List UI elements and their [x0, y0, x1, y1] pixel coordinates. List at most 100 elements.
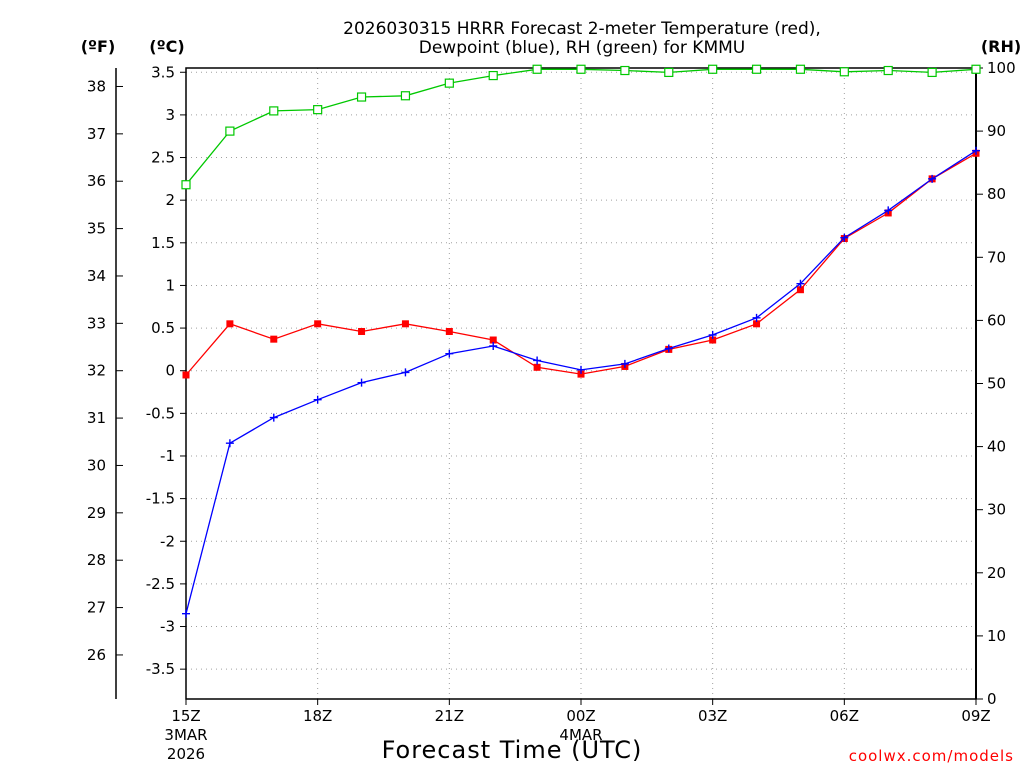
time-tick-label: 21Z [435, 707, 464, 725]
time-tick-label: 09Z [961, 707, 990, 725]
dewpoint-marker [577, 365, 585, 374]
dewpoint-marker [664, 344, 673, 353]
fahrenheit-tick-label: 27 [87, 599, 106, 617]
celsius-tick-label: 1 [165, 276, 175, 294]
rh-marker [532, 64, 542, 74]
temperature-marker [709, 336, 717, 344]
year-label: 2026 [167, 745, 205, 763]
dewpoint-marker [972, 146, 980, 155]
time-tick-label: 03Z [698, 707, 727, 725]
rh-marker [883, 65, 893, 76]
dewpoint-marker [357, 378, 366, 387]
fahrenheit-tick-label: 26 [87, 646, 106, 664]
rh-marker [576, 64, 586, 74]
celsius-axis-label: (ºC) [149, 37, 184, 56]
dewpoint-marker [620, 359, 629, 368]
fahrenheit-tick-label: 32 [87, 362, 106, 380]
temperature-line [185, 152, 977, 376]
date-label: 3MAR [164, 726, 207, 744]
fahrenheit-tick-label: 37 [87, 125, 106, 143]
dewpoint-line [185, 150, 977, 614]
rh-tick-label: 50 [987, 375, 1006, 393]
fahrenheit-tick-label: 38 [87, 77, 106, 95]
fahrenheit-tick-label: 29 [87, 504, 106, 522]
date-label: 4MAR [559, 726, 602, 744]
celsius-tick-label: 3.5 [151, 63, 175, 81]
site-credit: coolwx.com/models [849, 747, 1014, 765]
dewpoint-marker [708, 330, 717, 339]
series [181, 64, 981, 618]
rh-marker [751, 64, 762, 74]
rh-tick-label: 60 [987, 311, 1006, 329]
time-tick-label: 18Z [303, 707, 332, 725]
temperature-marker [270, 335, 278, 343]
fahrenheit-axis: 26 27 28 29 30 31 32 33 34 35 36 37 38 [87, 77, 123, 664]
celsius-axis: -3.5 -3 -2.5 -2 -1.5 -1 -0.5 0 0.5 1 1.5 2 2.5 3 3.5 [146, 63, 186, 678]
dewpoint-marker [489, 341, 498, 350]
dewpoint-marker [313, 395, 322, 404]
temperature-marker [533, 363, 541, 371]
dewpoint-marker [796, 279, 805, 288]
rh-tick-label: 100 [987, 59, 1016, 77]
rh-marker [795, 64, 806, 74]
rh-marker [620, 65, 630, 76]
rh-tick-label: 70 [987, 248, 1006, 266]
rh-marker [444, 78, 454, 88]
celsius-tick-label: 2.5 [151, 149, 175, 167]
rh-marker [313, 105, 323, 115]
rh-marker [400, 91, 411, 101]
time-tick-label: 15Z [171, 707, 200, 725]
rh-axis: 0 10 20 30 40 50 60 70 80 90 100 [976, 59, 1016, 708]
fahrenheit-tick-label: 31 [87, 409, 106, 427]
celsius-tick-label: 1.5 [151, 234, 175, 252]
rh-marker [225, 126, 235, 136]
rh-marker [839, 67, 849, 77]
rh-marker [488, 70, 498, 81]
fahrenheit-axis-label: (ºF) [81, 37, 116, 56]
celsius-tick-label: -2.5 [146, 575, 175, 593]
dewpoint-marker [182, 609, 190, 618]
celsius-tick-label: 2 [165, 191, 175, 209]
rh-line [185, 68, 977, 186]
rh-axis-label: (RH) [981, 37, 1021, 56]
fahrenheit-tick-label: 34 [87, 267, 106, 285]
rh-marker [269, 106, 279, 116]
rh-marker [708, 64, 718, 74]
celsius-tick-label: -3.5 [146, 660, 175, 678]
dewpoint-marker [225, 439, 234, 448]
dewpoint-marker [884, 206, 893, 215]
fahrenheit-tick-label: 36 [87, 172, 106, 190]
temperature-marker [358, 327, 366, 335]
fahrenheit-tick-label: 28 [87, 551, 106, 569]
rh-tick-label: 10 [987, 627, 1006, 645]
dewpoint-marker [840, 233, 849, 242]
time-tick-label: 06Z [830, 707, 859, 725]
dewpoint-marker [401, 368, 410, 377]
temperature-marker [401, 320, 409, 328]
celsius-tick-label: 3 [165, 106, 175, 124]
rh-tick-label: 20 [987, 564, 1006, 582]
fahrenheit-tick-label: 35 [87, 220, 106, 238]
rh-marker [356, 92, 367, 102]
temperature-marker [445, 327, 453, 335]
celsius-tick-label: -0.5 [146, 404, 175, 422]
rh-tick-label: 30 [987, 501, 1006, 519]
dewpoint-marker [752, 313, 761, 322]
rh-tick-label: 90 [987, 122, 1006, 140]
celsius-tick-label: -3 [160, 618, 175, 636]
time-tick-label: 00Z [566, 707, 595, 725]
celsius-tick-label: -1 [160, 447, 175, 465]
fahrenheit-tick-label: 33 [87, 314, 106, 332]
rh-marker [971, 64, 981, 74]
rh-marker [181, 180, 191, 190]
fahrenheit-tick-label: 30 [87, 456, 106, 474]
dewpoint-marker [928, 174, 937, 183]
rh-marker [664, 67, 674, 78]
dewpoint-marker [445, 349, 454, 358]
temperature-marker [753, 320, 761, 328]
rh-tick-label: 40 [987, 438, 1006, 456]
celsius-tick-label: -1.5 [146, 490, 175, 508]
rh-tick-label: 0 [987, 690, 997, 708]
